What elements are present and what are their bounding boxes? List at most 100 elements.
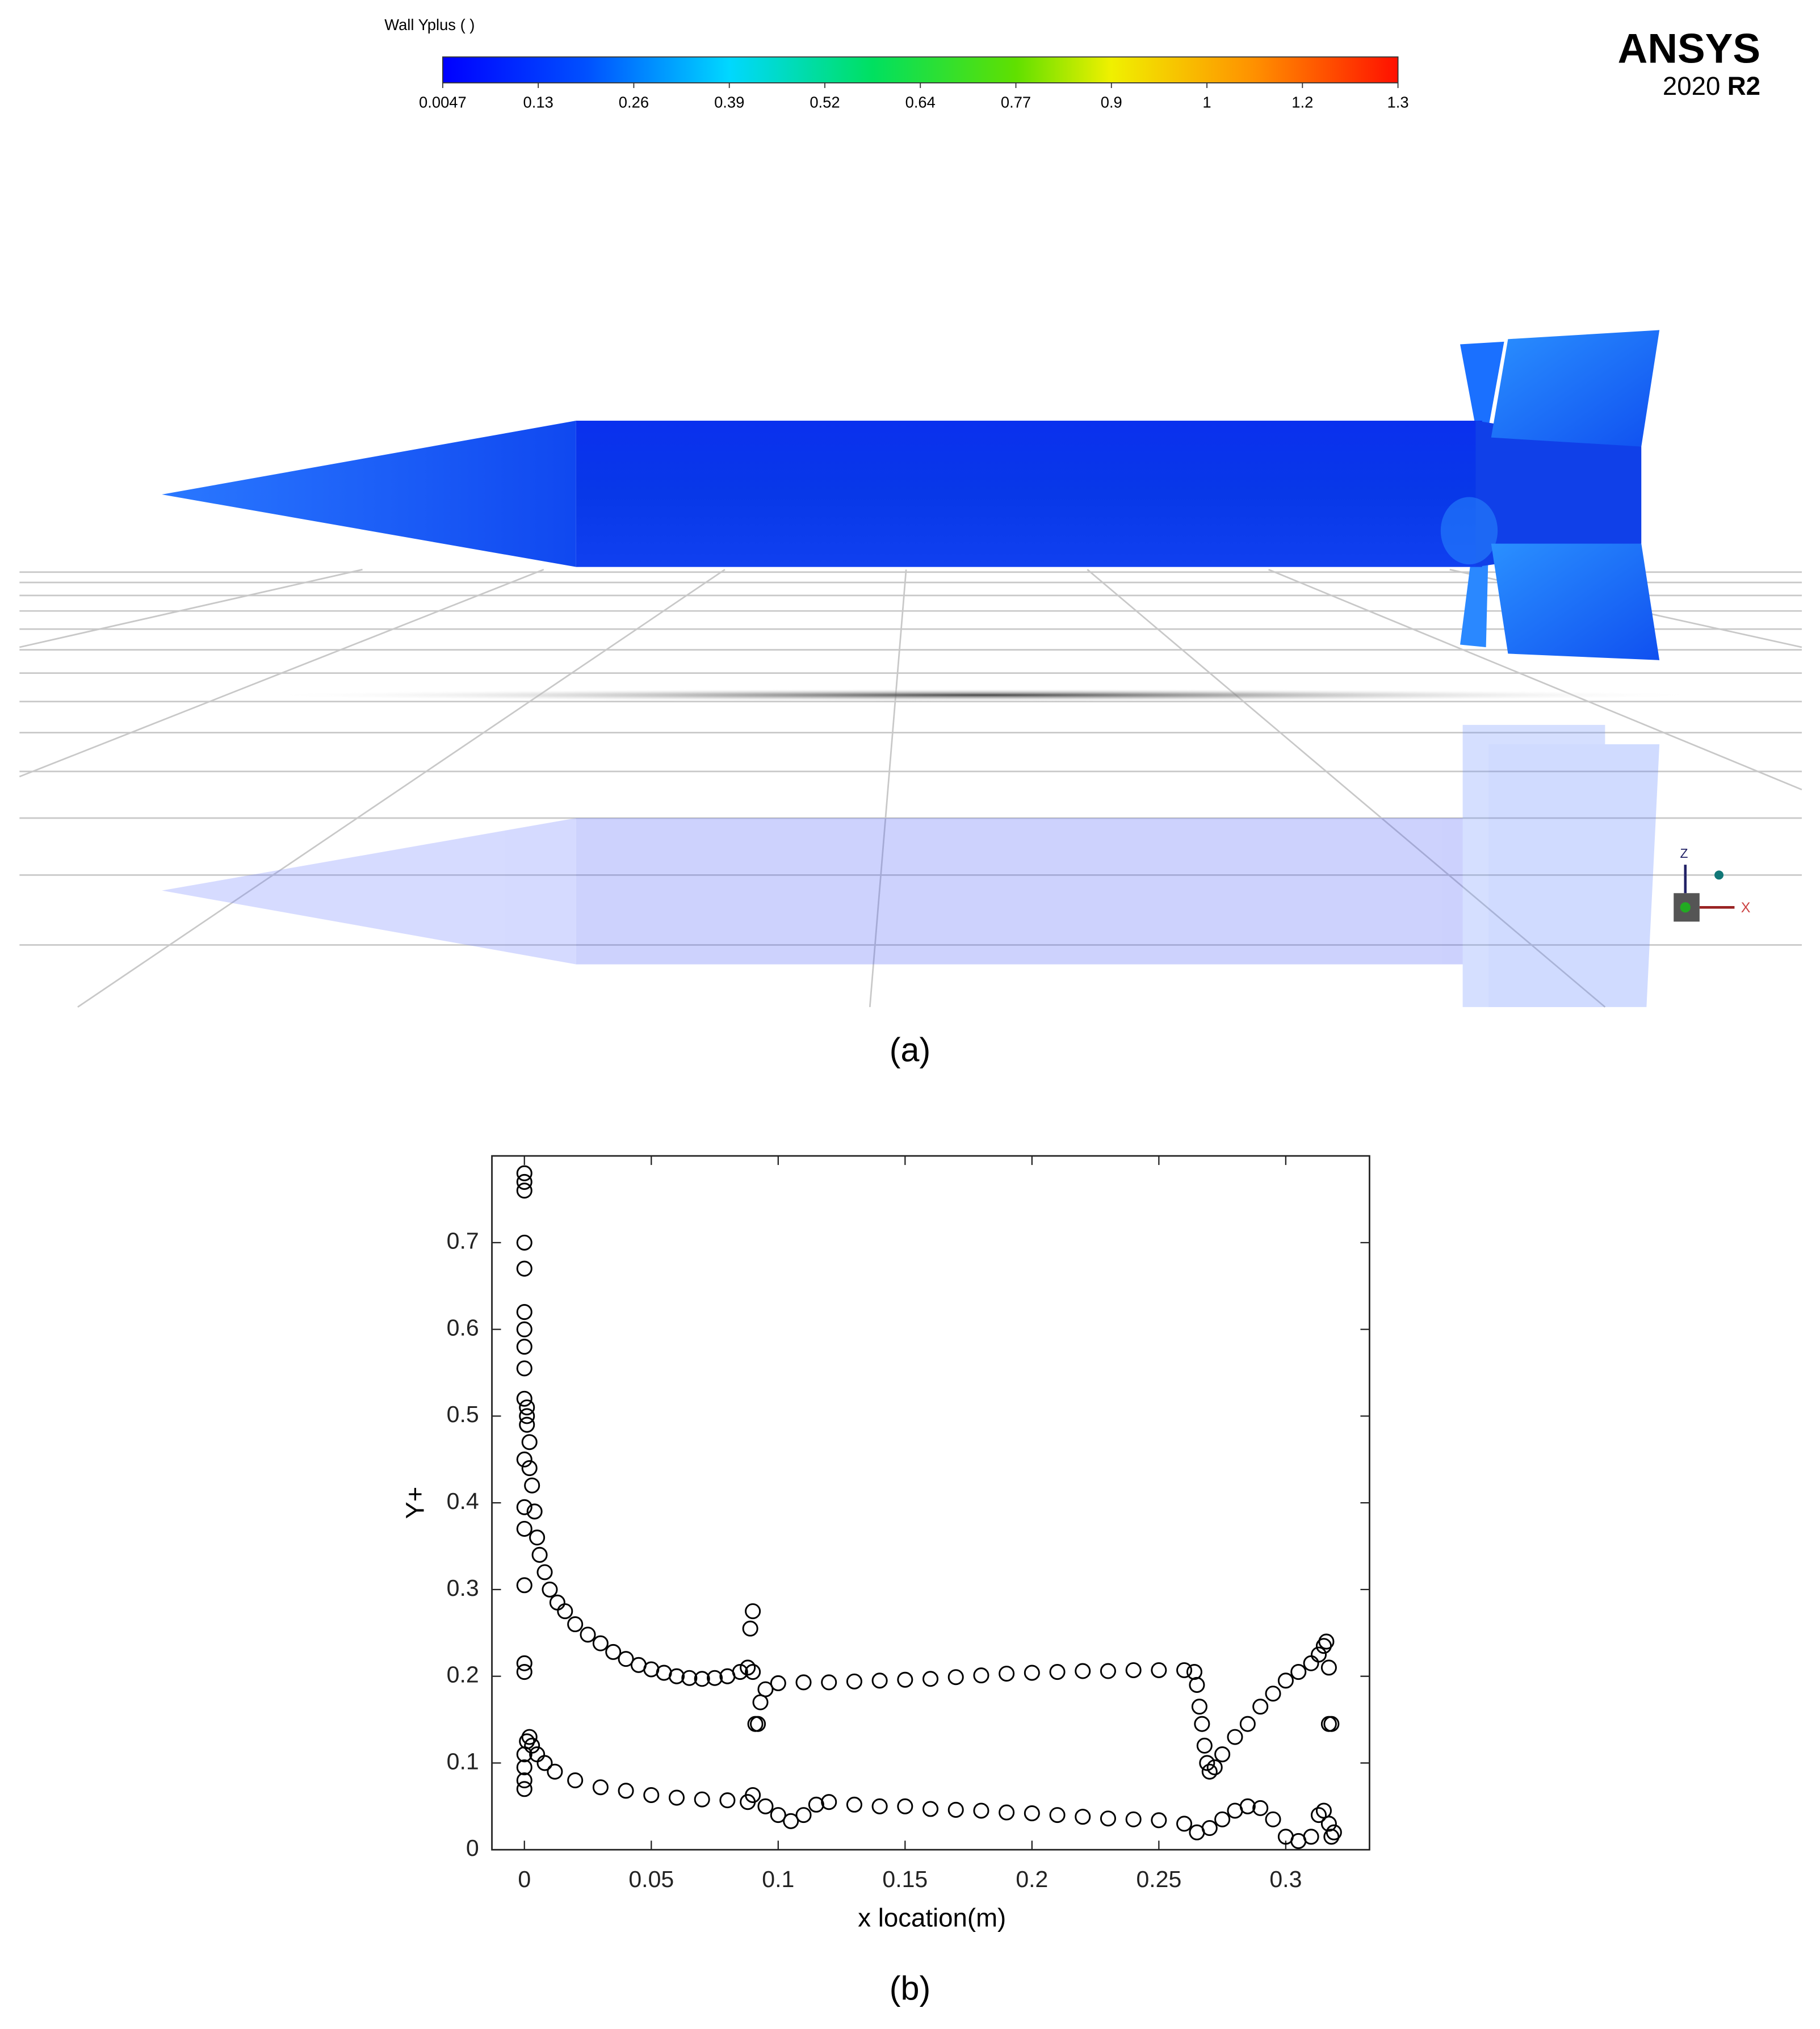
data-point — [1303, 1655, 1319, 1671]
data-point — [1326, 1824, 1342, 1841]
colorbar-tick-label: 1.2 — [1291, 94, 1313, 111]
data-point — [999, 1666, 1015, 1682]
data-point — [668, 1668, 685, 1684]
axis-x-label: X — [1741, 900, 1751, 916]
data-point — [524, 1477, 540, 1494]
data-point — [1265, 1811, 1281, 1827]
y-tick-label: 0.4 — [447, 1488, 479, 1514]
colorbar-tick-label: 0.26 — [619, 94, 649, 111]
data-point — [1201, 1763, 1218, 1780]
data-point — [1214, 1746, 1231, 1763]
data-point — [516, 1173, 532, 1190]
axis-triad: Z X — [1674, 846, 1751, 922]
data-point — [516, 1304, 532, 1320]
data-point — [516, 1390, 532, 1407]
data-point — [519, 1399, 535, 1416]
data-point — [1196, 1737, 1213, 1754]
data-point — [871, 1672, 888, 1689]
data-point — [529, 1529, 546, 1546]
y-tick-label: 0.6 — [447, 1314, 479, 1340]
data-point — [770, 1807, 786, 1823]
data-point — [1239, 1716, 1256, 1732]
colorbar-ticks: 0.0047 0.13 0.26 0.39 0.52 0.64 0.77 0.9 1 1.2 1.3 — [419, 82, 1409, 111]
y-axis-label: Y+ — [400, 1487, 429, 1519]
data-point — [808, 1796, 824, 1813]
data-point — [1176, 1662, 1193, 1679]
x-tick-label: 0.05 — [628, 1866, 674, 1892]
data-point — [1151, 1812, 1167, 1829]
data-point — [973, 1802, 989, 1819]
x-tick-label: 0.3 — [1269, 1866, 1302, 1892]
colorbar-tick-label: 0.0047 — [419, 94, 467, 111]
data-point — [521, 1729, 538, 1745]
data-point — [922, 1801, 939, 1817]
data-point — [1303, 1829, 1319, 1845]
data-point — [1310, 1807, 1327, 1823]
data-point — [821, 1674, 837, 1691]
data-point — [547, 1763, 563, 1780]
data-point — [745, 1603, 761, 1620]
data-point — [516, 1451, 532, 1468]
data-point — [1310, 1646, 1327, 1663]
data-point — [1186, 1664, 1202, 1680]
data-point — [580, 1626, 596, 1643]
data-point — [526, 1503, 543, 1520]
data-point — [516, 1234, 532, 1251]
data-point — [643, 1787, 660, 1803]
data-point — [745, 1664, 761, 1680]
data-point — [740, 1659, 756, 1676]
axis-z-label: Z — [1680, 846, 1688, 861]
data-point — [922, 1671, 939, 1687]
x-tick-label: 0.15 — [882, 1866, 928, 1892]
data-point — [757, 1681, 774, 1697]
y-tick-label: 0.2 — [447, 1662, 479, 1688]
colorbar-tick-label: 0.9 — [1101, 94, 1122, 111]
data-point — [557, 1603, 573, 1620]
plot-frame — [491, 1155, 1370, 1851]
data-point — [536, 1755, 553, 1771]
data-point — [536, 1564, 553, 1581]
logo-version: 2020 — [1663, 72, 1720, 100]
data-point — [521, 1460, 538, 1477]
data-point — [668, 1789, 685, 1806]
data-point — [1125, 1662, 1142, 1679]
data-point — [519, 1408, 535, 1424]
data-point — [752, 1694, 769, 1711]
data-point — [999, 1804, 1015, 1821]
data-point — [694, 1671, 710, 1687]
data-point — [1049, 1807, 1066, 1823]
data-point — [516, 1772, 532, 1789]
data-point — [1201, 1820, 1218, 1837]
data-point — [1290, 1664, 1307, 1680]
data-point — [1252, 1699, 1269, 1715]
data-point — [516, 1260, 532, 1277]
data-point — [795, 1674, 812, 1691]
y-tick-label: 0 — [466, 1835, 479, 1861]
y-tick-label: 0.3 — [447, 1575, 479, 1601]
data-point — [516, 1655, 532, 1671]
colorbar-tick-label: 1 — [1202, 94, 1211, 111]
data-point — [1191, 1699, 1207, 1715]
x-tick-label: 0.2 — [1016, 1866, 1048, 1892]
data-point — [1100, 1663, 1116, 1679]
data-point — [605, 1644, 622, 1660]
data-point — [1206, 1759, 1223, 1776]
data-point — [757, 1798, 774, 1814]
data-point — [1199, 1755, 1215, 1771]
data-point — [1265, 1686, 1281, 1702]
caption-a: (a) — [890, 1030, 930, 1068]
data-point — [1075, 1663, 1091, 1679]
data-point — [871, 1798, 888, 1814]
caption-b: (b) — [890, 1969, 930, 2007]
data-point — [516, 1321, 532, 1338]
data-point — [618, 1783, 634, 1799]
colorbar-tick-label: 0.39 — [714, 94, 744, 111]
data-point — [897, 1671, 913, 1688]
data-point — [1252, 1800, 1269, 1816]
data-point — [947, 1669, 964, 1686]
data-point — [1100, 1810, 1116, 1827]
data-point — [592, 1635, 609, 1651]
data-point — [549, 1594, 565, 1611]
data-point — [516, 1759, 532, 1776]
